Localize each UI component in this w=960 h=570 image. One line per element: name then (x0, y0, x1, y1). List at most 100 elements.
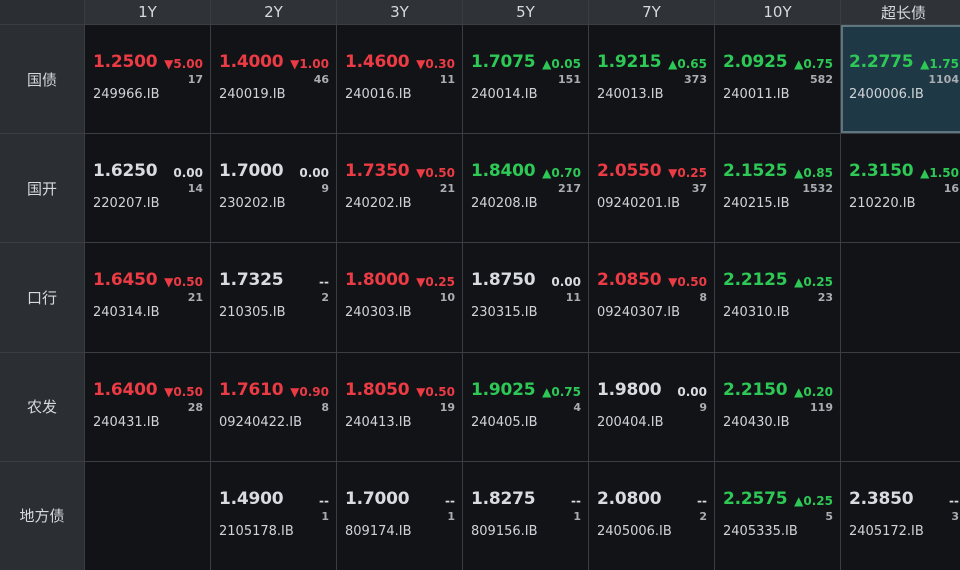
trade-count: 21 (439, 182, 455, 196)
quote-cell[interactable]: 1.2500 ▼5.00 17 249966.IB (85, 25, 210, 134)
trade-count: 10 (439, 291, 455, 305)
yield-change: ▼0.50 (416, 384, 455, 399)
bond-code: 240310.IB (723, 305, 790, 321)
trade-count: 28 (187, 400, 203, 414)
bond-code: 240016.IB (345, 87, 412, 102)
yield-value: 2.0925 (723, 52, 788, 72)
trade-count: 119 (810, 400, 833, 414)
column-header-3[interactable]: 5Y (463, 0, 588, 24)
quote-cell[interactable]: 1.6250 0.00 14 220207.IB (85, 134, 210, 243)
yield-value: 1.4000 (219, 52, 284, 72)
quote-cell[interactable]: 1.7000 -- 1 809174.IB (337, 461, 462, 570)
yield-change: ▲0.25 (794, 493, 833, 508)
trade-count: 21 (187, 291, 203, 305)
quote-cell[interactable]: 2.2125 ▲0.25 23 240310.IB (715, 243, 840, 352)
yield-value: 1.6400 (93, 379, 158, 400)
quote-cell[interactable]: 2.0550 ▼0.25 37 09240201.IB (589, 134, 714, 243)
column-header-6[interactable]: 超长债 (841, 0, 960, 24)
quote-cell[interactable]: 1.4000 ▼1.00 46 240019.IB (211, 25, 336, 134)
quote-cell[interactable]: 2.2775 ▲1.75 1104 2400006.IB (841, 25, 960, 134)
row-header-3[interactable]: 农发 (0, 352, 84, 461)
yield-value: 1.6250 (93, 161, 158, 182)
quote-cell[interactable]: 1.7610 ▼0.90 8 09240422.IB (211, 352, 336, 461)
column-header-1[interactable]: 2Y (211, 0, 336, 24)
quote-cell[interactable]: 1.4900 -- 1 2105178.IB (211, 461, 336, 570)
quote-cell[interactable]: 1.8750 0.00 11 230315.IB (463, 243, 588, 352)
quote-cell[interactable]: 2.3150 ▲1.50 16 210220.IB (841, 134, 960, 243)
bond-code: 809156.IB (471, 523, 538, 539)
quote-cell[interactable]: 1.9215 ▲0.65 373 240013.IB (589, 25, 714, 134)
yield-change: 0.00 (299, 166, 329, 181)
trade-count: 11 (439, 73, 455, 86)
yield-value: 1.4600 (345, 52, 410, 72)
column-header-4[interactable]: 7Y (589, 0, 714, 24)
bond-code: 09240422.IB (219, 414, 303, 430)
quote-cell[interactable]: 2.0925 ▲0.75 582 240011.IB (715, 25, 840, 134)
yield-change: ▲0.05 (542, 57, 581, 71)
column-header-5[interactable]: 10Y (715, 0, 840, 24)
quote-cell[interactable]: 2.3850 -- 3 2405172.IB (841, 461, 960, 570)
yield-value: 1.9215 (597, 52, 662, 72)
quote-cell[interactable]: 2.2575 ▲0.25 5 2405335.IB (715, 461, 840, 570)
quote-cell-empty (841, 352, 960, 461)
row-header-0[interactable]: 国债 (0, 25, 84, 134)
bond-code: 2405006.IB (597, 523, 672, 539)
trade-count: 5 (825, 509, 833, 523)
column-header-2[interactable]: 3Y (337, 0, 462, 24)
row-header-1[interactable]: 国开 (0, 134, 84, 243)
quote-cell[interactable]: 2.0850 ▼0.50 8 09240307.IB (589, 243, 714, 352)
quote-cell[interactable]: 1.7000 0.00 9 230202.IB (211, 134, 336, 243)
quote-cell[interactable]: 1.8400 ▲0.70 217 240208.IB (463, 134, 588, 243)
yield-value: 2.0850 (597, 270, 662, 291)
yield-value: 2.3150 (849, 161, 914, 182)
yield-change: ▼0.25 (668, 166, 707, 181)
trade-count: 8 (321, 400, 329, 414)
yield-value: 2.2125 (723, 270, 788, 291)
yield-change: ▼0.50 (668, 275, 707, 290)
quote-cell[interactable]: 1.7350 ▼0.50 21 240202.IB (337, 134, 462, 243)
yield-change: ▲0.65 (668, 57, 707, 71)
quote-cell[interactable]: 2.2150 ▲0.20 119 240430.IB (715, 352, 840, 461)
yield-value: 1.8275 (471, 488, 536, 509)
grid-corner (0, 0, 84, 24)
quote-cell[interactable]: 1.8275 -- 1 809156.IB (463, 461, 588, 570)
trade-count: 3 (951, 509, 959, 523)
quote-cell[interactable]: 2.1525 ▲0.85 1532 240215.IB (715, 134, 840, 243)
quote-cell[interactable]: 2.0800 -- 2 2405006.IB (589, 461, 714, 570)
yield-value: 1.9025 (471, 379, 536, 400)
quote-cell[interactable]: 1.9025 ▲0.75 4 240405.IB (463, 352, 588, 461)
quote-cell[interactable]: 1.8000 ▼0.25 10 240303.IB (337, 243, 462, 352)
yield-change: ▼0.25 (416, 275, 455, 290)
quote-cell[interactable]: 1.6400 ▼0.50 28 240431.IB (85, 352, 210, 461)
quote-cell[interactable]: 1.7325 -- 2 210305.IB (211, 243, 336, 352)
trade-count: 23 (817, 291, 833, 305)
column-header-0[interactable]: 1Y (85, 0, 210, 24)
trade-count: 1104 (928, 73, 959, 86)
bond-code: 210220.IB (849, 196, 916, 212)
yield-change: -- (319, 275, 329, 290)
row-header-4[interactable]: 地方债 (0, 461, 84, 570)
yield-change: ▲0.20 (794, 384, 833, 399)
bond-code: 240303.IB (345, 305, 412, 321)
quote-cell[interactable]: 1.4600 ▼0.30 11 240016.IB (337, 25, 462, 134)
quote-cell[interactable]: 1.9800 0.00 9 200404.IB (589, 352, 714, 461)
quote-cell[interactable]: 1.8050 ▼0.50 19 240413.IB (337, 352, 462, 461)
bond-code: 2405335.IB (723, 523, 798, 539)
bond-code: 2105178.IB (219, 523, 294, 539)
yield-change: 0.00 (551, 275, 581, 290)
trade-count: 19 (439, 400, 455, 414)
bond-code: 809174.IB (345, 523, 412, 539)
yield-value: 2.0800 (597, 488, 662, 509)
row-header-2[interactable]: 口行 (0, 243, 84, 352)
bond-code: 230315.IB (471, 305, 538, 321)
bond-code: 210305.IB (219, 305, 286, 321)
yield-value: 2.1525 (723, 161, 788, 182)
quote-cell[interactable]: 1.7075 ▲0.05 151 240014.IB (463, 25, 588, 134)
quote-cell[interactable]: 1.6450 ▼0.50 21 240314.IB (85, 243, 210, 352)
bond-code: 200404.IB (597, 414, 664, 430)
trade-count: 11 (565, 291, 581, 305)
yield-value: 1.7000 (219, 161, 284, 182)
bond-code: 240014.IB (471, 87, 538, 102)
yield-change: 0.00 (173, 166, 203, 181)
yield-change: ▼0.50 (164, 384, 203, 399)
